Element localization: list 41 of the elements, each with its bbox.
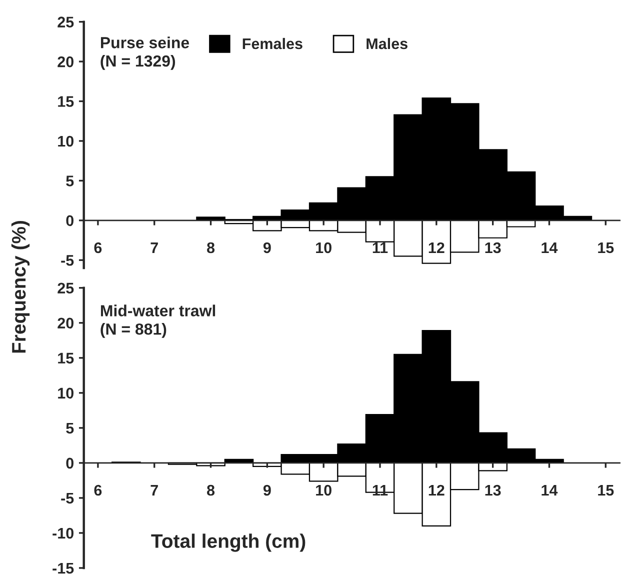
y-tick-label: 15	[58, 352, 74, 364]
x-tick-label: 14	[542, 485, 558, 496]
x-tick-label: 13	[485, 242, 501, 254]
x-tick-label: 14	[542, 242, 558, 253]
x-tick-label: 15	[598, 242, 614, 254]
x-tick-label: 7	[150, 242, 158, 253]
y-tick-label: 10	[58, 136, 74, 147]
x-tick-label: 12	[428, 242, 444, 253]
x-tick-label: 15	[598, 485, 614, 496]
text: Purse seine (N = 1329)	[100, 36, 190, 70]
x-tick-label: 9	[263, 242, 271, 254]
x-tick-label: 8	[207, 242, 215, 254]
text: Mid-water trawl (N = 881)	[100, 304, 216, 338]
x-tick-label: 11	[372, 242, 388, 253]
x-tick-label: 9	[263, 484, 271, 496]
y-tick-label: 15	[58, 96, 74, 107]
x-tick-label: 6	[94, 242, 102, 254]
x-tick-label: 10	[316, 242, 332, 254]
y-tick-label: 0	[66, 215, 74, 226]
y-tick-label: -5	[61, 255, 74, 266]
y-axis-title: Frequency (%)	[11, 220, 30, 353]
x-tick-label: 6	[94, 484, 102, 496]
y-tick-label: 5	[66, 176, 74, 186]
x-tick-label: 13	[485, 484, 501, 496]
y-tick-label: -15	[52, 563, 74, 574]
y-tick-label: 20	[58, 56, 74, 68]
y-tick-label: 10	[58, 388, 74, 399]
legend-label: Males	[366, 38, 408, 50]
x-tick-label: 8	[207, 484, 215, 496]
y-tick-label: 5	[66, 422, 74, 434]
y-tick-label: 0	[66, 458, 74, 469]
x-tick-label: 12	[428, 484, 444, 496]
x-tick-label: 10	[316, 484, 332, 496]
y-tick-label: 25	[58, 16, 74, 28]
legend-label: Females	[242, 38, 302, 50]
y-tick-label: -10	[52, 528, 74, 539]
x-tick-label: 7	[150, 485, 158, 496]
y-tick-label: -5	[61, 492, 74, 504]
y-tick-label: 25	[58, 282, 74, 294]
y-tick-label: 20	[58, 318, 74, 329]
x-axis-title: Total length (cm)	[151, 534, 306, 552]
